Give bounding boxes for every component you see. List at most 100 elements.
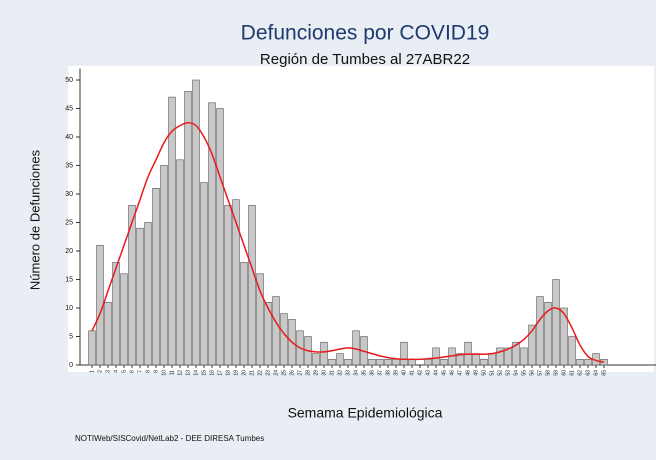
bar [472,353,480,366]
x-tick-label: 60 [561,370,567,376]
x-tick-label: 49 [473,370,479,376]
bar [456,353,464,366]
x-tick-label: 26 [289,370,295,376]
x-tick-label: 3 [105,370,111,373]
y-tick-label: 35 [65,162,73,169]
x-tick-label: 22 [257,370,263,376]
y-tick-label: 15 [65,276,73,283]
bar [528,324,536,366]
x-tick-label: 6 [129,370,135,373]
bar [400,341,408,366]
bar [184,91,192,366]
y-tick-label: 25 [65,219,73,226]
x-tick-label: 55 [521,370,527,376]
x-tick-label: 64 [593,370,599,376]
x-tick-label: 8 [145,370,151,373]
bar [504,347,512,366]
x-tick-label: 20 [241,370,247,376]
x-tick-label: 13 [185,370,191,376]
bar [120,273,128,366]
bar [272,296,280,366]
x-tick-label: 21 [249,370,255,376]
x-tick-label: 12 [177,370,183,376]
x-tick-label: 44 [433,370,439,376]
bar [224,205,232,366]
bar [168,96,176,366]
bar [280,313,288,366]
bar [240,262,248,366]
bar [104,301,112,366]
x-tick-label: 57 [537,370,543,376]
x-tick-label: 2 [97,370,103,373]
bar [520,347,528,366]
bar [480,358,488,366]
x-tick-label: 33 [345,370,351,376]
y-tick-label: 20 [65,248,73,255]
x-tick-label: 59 [553,370,559,376]
x-tick-label: 27 [297,370,303,376]
bar [344,358,352,366]
bar [264,301,272,366]
y-tick-label: 0 [69,362,73,369]
x-tick-label: 46 [449,370,455,376]
bar [376,358,384,366]
x-tick-label: 53 [505,370,511,376]
x-tick-label: 36 [369,370,375,376]
x-tick-label: 9 [153,370,159,373]
bar [160,165,168,366]
x-tick-label: 38 [385,370,391,376]
bar [576,358,584,366]
y-axis-label: Número de Defunciones [27,149,42,290]
bar [512,341,520,366]
x-tick-label: 5 [121,370,127,373]
x-tick-label: 34 [353,370,359,376]
bar [312,353,320,366]
bar [496,347,504,366]
x-tick-label: 25 [281,370,287,376]
x-tick-label: 15 [201,370,207,376]
bar [176,159,184,366]
bar [560,307,568,366]
bar [256,273,264,366]
x-tick-label: 31 [329,370,335,376]
bar [128,205,136,366]
bar [112,262,120,366]
x-tick-label: 62 [577,370,583,376]
x-tick-label: 18 [225,370,231,376]
y-tick-label: 10 [65,305,73,312]
x-tick-label: 28 [305,370,311,376]
x-tick-label: 11 [169,370,175,375]
bar [488,353,496,366]
x-tick-label: 39 [393,370,399,376]
x-tick-label: 50 [481,370,487,376]
bar [320,341,328,366]
x-tick-label: 30 [321,370,327,376]
x-tick-label: 42 [417,370,423,376]
chart-title: Defunciones por COVID19 [241,22,490,45]
y-tick-label: 30 [65,191,73,198]
x-tick-label: 16 [209,370,215,376]
x-tick-label: 7 [137,370,143,373]
y-tick-label: 5 [69,333,73,340]
x-tick-label: 29 [313,370,319,376]
trend-line [91,121,605,363]
y-tick-label: 50 [65,77,73,84]
x-tick-label: 35 [361,370,367,376]
bar [192,79,200,366]
bar [216,108,224,366]
x-tick-label: 40 [401,370,407,376]
bar [328,358,336,366]
bar [208,102,216,366]
x-axis-label: Semama Epidemiológica [288,405,443,421]
bar [536,296,544,366]
x-tick-label: 52 [497,370,503,376]
x-tick-label: 14 [193,370,199,376]
bar [368,358,376,366]
bar [408,358,416,366]
x-tick-label: 65 [601,370,607,376]
x-tick-label: 4 [113,370,119,373]
x-tick-label: 19 [233,370,239,376]
bar [88,330,96,366]
bar [200,182,208,366]
